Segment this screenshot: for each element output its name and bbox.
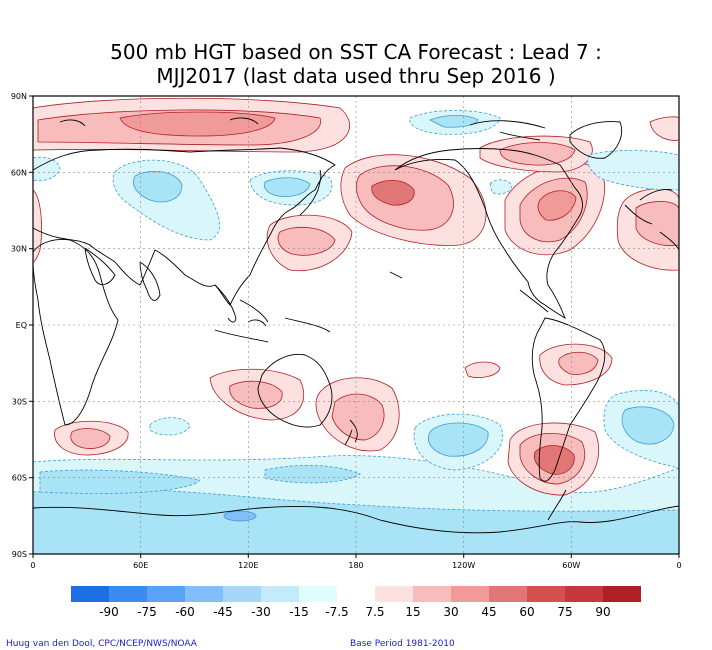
colorbar-swatch — [451, 586, 489, 602]
siberia-negative-core — [133, 170, 183, 203]
colorbar-swatch — [109, 586, 147, 602]
lon-label-180: 180 — [348, 561, 363, 570]
colorbar-label: 75 — [557, 605, 572, 619]
brazil-positive-core — [558, 351, 599, 375]
chart-title-line-2: MJJ2017 (last data used thru Sep 2016 ) — [156, 64, 556, 88]
arctic-negative-core — [429, 115, 479, 128]
colorbar-swatch — [299, 586, 337, 602]
chart-title-line-1: 500 mb HGT based on SST CA Forecast : Le… — [110, 40, 602, 64]
colorbar-label: -15 — [289, 605, 309, 619]
colorbar-label: -7.5 — [325, 605, 348, 619]
colorbar-swatch — [603, 586, 641, 602]
coastlines — [33, 117, 679, 534]
colorbar-label: 7.5 — [365, 605, 384, 619]
colorbar-swatch — [261, 586, 299, 602]
lat-label-60n: 60N — [11, 168, 27, 177]
southern-negative-blob-2 — [264, 464, 361, 484]
colorbar-label: -75 — [137, 605, 157, 619]
coastline-south-america — [531, 317, 606, 482]
credit-base-period: Base Period 1981-2010 — [350, 639, 455, 649]
graticule — [33, 96, 679, 554]
colorbar-label: -30 — [251, 605, 271, 619]
lat-label-60s: 60S — [12, 474, 27, 483]
hudson-negative — [489, 179, 513, 195]
colorbar-labels: -90 -75 -60 -45 -30 -15 -7.5 7.5 15 30 45 60 75 90 — [99, 605, 610, 619]
lat-label-90n: 90N — [11, 92, 27, 101]
colorbar-label: 45 — [481, 605, 496, 619]
coastline-india — [139, 261, 161, 301]
tasman-positive-core — [331, 393, 385, 441]
s-atlantic-negative-core — [621, 406, 675, 445]
coastline-antarctic-peninsula — [547, 489, 567, 521]
colorbar-label: -60 — [175, 605, 195, 619]
lat-label-eq: EQ — [16, 321, 27, 330]
lon-label-0-left: 0 — [30, 561, 35, 570]
okhotsk-negative-core — [263, 177, 311, 197]
coastline-africa — [33, 239, 119, 426]
lon-label-0-right: 0 — [676, 561, 681, 570]
negative-core-s-indian — [223, 510, 257, 522]
s-america-positive-inner — [533, 445, 575, 475]
colorbar-swatch — [223, 586, 261, 602]
coastline-new-zealand — [344, 419, 358, 446]
coastline-japan — [299, 169, 322, 216]
lat-label-30s: 30S — [12, 397, 27, 406]
lon-label-120w: 120W — [452, 561, 475, 570]
colorbar-label: 90 — [595, 605, 610, 619]
nw-pacific-positive — [649, 116, 679, 141]
europe-positive-core — [635, 201, 679, 247]
coastline-greenland — [569, 121, 623, 159]
coastline-antarctica — [33, 505, 679, 534]
colorbar-label: 30 — [443, 605, 458, 619]
n-pacific-positive-inner — [371, 180, 415, 206]
coastline-central-america — [519, 289, 549, 313]
lat-label-90s: 90S — [12, 550, 27, 559]
n-america-positive-inner — [537, 190, 577, 221]
lon-label-60w: 60W — [562, 561, 580, 570]
lon-label-60e: 60E — [133, 561, 148, 570]
colorbar-label: -90 — [99, 605, 119, 619]
s-africa-positive-core — [70, 428, 111, 449]
atlantic-negative — [587, 150, 679, 191]
lat-label-30n: 30N — [11, 245, 27, 254]
colorbar-swatch — [337, 586, 375, 602]
colorbar-label: 15 — [405, 605, 420, 619]
colorbar-label: -45 — [213, 605, 233, 619]
coastline-hawaii — [389, 271, 403, 279]
coastline-eurasia — [33, 147, 336, 306]
colorbar-swatch — [527, 586, 565, 602]
southern-negative-blob-1 — [39, 469, 201, 494]
s-indian-small-negative — [149, 417, 191, 436]
coastline-arctic-islands — [59, 117, 546, 141]
coastline-arabia — [84, 247, 116, 286]
coastline-se-asia — [214, 284, 269, 323]
credit-author: Huug van den Dool, CPC/NCEP/NWS/NOAA — [6, 639, 197, 649]
colorbar-swatch — [565, 586, 603, 602]
coastline-australia — [257, 353, 333, 428]
colorbar-swatch — [147, 586, 185, 602]
latitude-labels: 90N 60N 30N EQ 30S 60S 90S — [11, 92, 27, 559]
e-pacific-small-positive — [464, 361, 501, 378]
colorbar-swatch — [185, 586, 223, 602]
colorbar-swatch — [71, 586, 109, 602]
greenland-positive-core — [499, 142, 576, 166]
lon-label-120e: 120E — [238, 561, 258, 570]
colorbar-swatch — [413, 586, 451, 602]
colorbar — [71, 586, 641, 602]
s-pacific-negative-core — [428, 422, 489, 457]
colorbar-label: 60 — [519, 605, 534, 619]
colorbar-swatch — [375, 586, 413, 602]
japan-positive-core — [277, 227, 336, 256]
longitude-labels: 0 60E 120E 180 120W 60W 0 — [30, 561, 681, 570]
coastline-north-america — [394, 148, 583, 320]
axis-ticks — [29, 95, 680, 558]
colorbar-swatch — [489, 586, 527, 602]
coastline-indonesia — [214, 317, 331, 343]
w-siberia-negative — [33, 156, 61, 182]
